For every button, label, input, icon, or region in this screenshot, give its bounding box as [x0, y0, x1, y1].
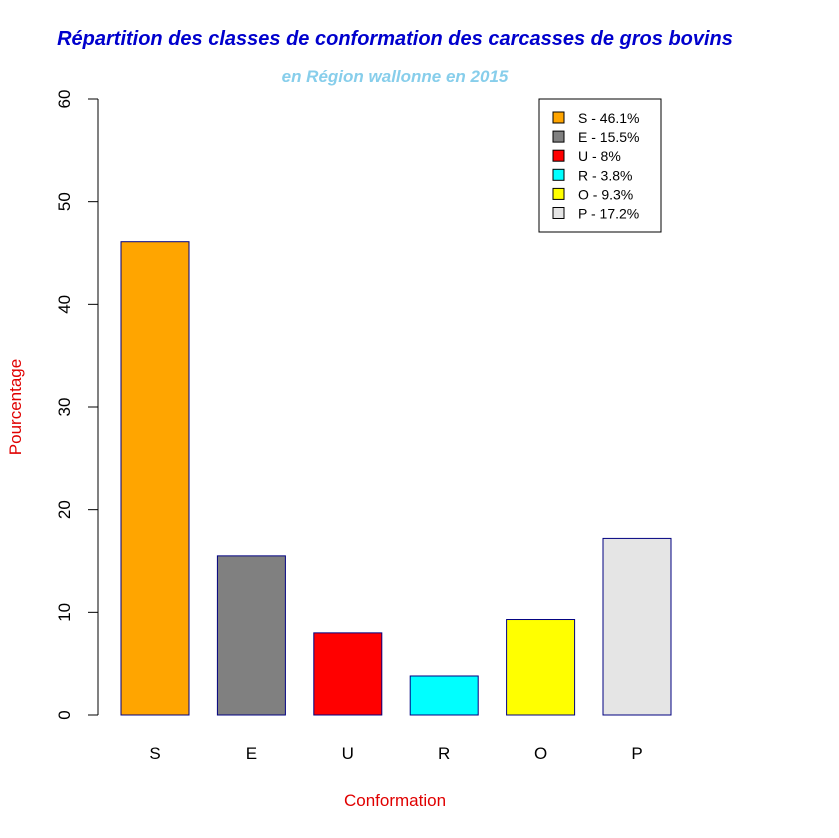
legend-swatch — [552, 130, 565, 143]
bars-group — [120, 241, 672, 716]
x-tick-label: S — [149, 744, 160, 763]
bar-r — [409, 675, 479, 716]
y-tick-label: 20 — [55, 500, 74, 519]
x-tick-label: R — [438, 744, 450, 763]
x-axis-label: Conformation — [344, 791, 446, 810]
y-axis: 0 10 20 30 40 50 60 — [55, 90, 99, 720]
legend-entry: E - 15.5% — [578, 129, 639, 145]
x-tick-label: P — [631, 744, 642, 763]
chart-subtitle: en Région wallonne en 2015 — [282, 67, 509, 86]
chart-title: Répartition des classes de conformation … — [57, 28, 733, 50]
legend-entry: S - 46.1% — [578, 110, 639, 126]
legend-swatch — [552, 207, 565, 219]
y-tick-label: 10 — [55, 603, 74, 622]
legend-entry: R - 3.8% — [578, 167, 632, 183]
bar-u — [313, 632, 383, 716]
y-tick-label: 0 — [55, 710, 74, 719]
x-tick-label: U — [342, 744, 354, 763]
bar-p — [602, 537, 672, 716]
legend-swatch — [552, 111, 565, 124]
legend-swatch — [552, 149, 565, 162]
legend-swatch — [552, 187, 565, 200]
x-tick-label: O — [534, 744, 547, 763]
bar-o — [506, 619, 576, 716]
legend-entry: P - 17.2% — [578, 206, 639, 222]
legend-entry: O - 9.3% — [578, 186, 633, 202]
y-tick-label: 60 — [55, 90, 74, 109]
bar-s — [120, 241, 190, 716]
y-tick-label: 40 — [55, 295, 74, 314]
y-tick-label: 50 — [55, 192, 74, 211]
legend: S - 46.1% E - 15.5% U - 8% R - 3.8% O - 9.3%… — [538, 98, 662, 233]
x-tick-label: E — [246, 744, 257, 763]
legend-entry: U - 8% — [578, 148, 621, 164]
legend-swatch — [552, 168, 565, 181]
y-axis-label: Pourcentage — [6, 359, 25, 455]
y-tick-label: 30 — [55, 398, 74, 417]
bar-e — [216, 555, 286, 716]
